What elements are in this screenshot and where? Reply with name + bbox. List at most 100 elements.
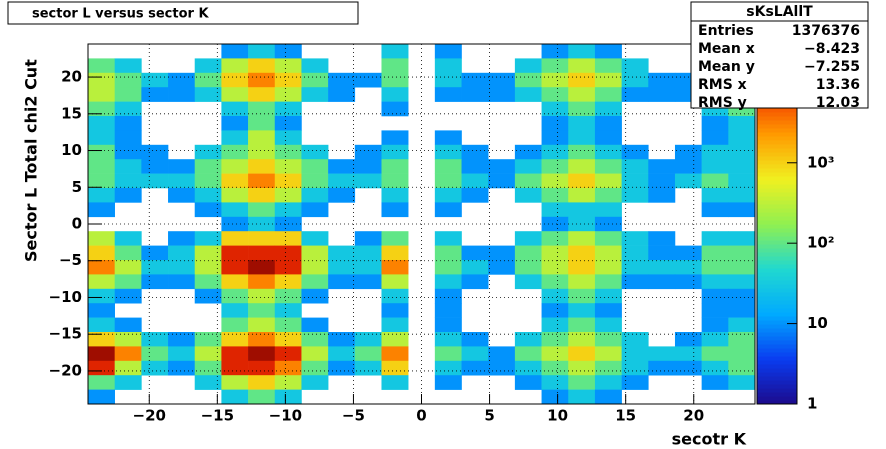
cell: [221, 375, 249, 390]
cell: [514, 159, 542, 174]
cell: [648, 260, 676, 275]
cell: [354, 159, 382, 174]
cell: [488, 188, 515, 203]
cell: [168, 260, 196, 275]
cell: [301, 303, 328, 318]
cell: [328, 260, 356, 275]
cell: [381, 130, 409, 146]
cell: [221, 332, 249, 347]
y-tick-label: −15: [49, 325, 82, 343]
cell: [274, 317, 302, 333]
cell: [301, 360, 329, 376]
cell: [88, 58, 115, 74]
cell: [728, 260, 756, 275]
cell: [728, 202, 756, 218]
x-tick-label: 0: [416, 407, 426, 425]
colorbar-segment: [757, 244, 797, 249]
cell: [728, 159, 756, 174]
cell: [541, 116, 569, 131]
cell: [274, 144, 302, 160]
colorbar-segment: [757, 312, 797, 317]
cell: [168, 87, 196, 102]
cell: [115, 390, 142, 405]
cell: [728, 144, 756, 160]
colorbar-segment: [757, 376, 797, 381]
cell: [194, 87, 222, 102]
cell: [354, 231, 382, 246]
cell: [194, 72, 222, 88]
cell: [301, 44, 328, 59]
cell: [274, 231, 302, 246]
cell: [462, 390, 489, 405]
cell: [621, 245, 649, 261]
cell: [168, 346, 196, 362]
cell: [568, 375, 596, 390]
cell: [221, 144, 249, 160]
stats-title: sKsLAllT: [746, 4, 813, 20]
cell: [328, 116, 355, 131]
cell: [728, 173, 756, 189]
stats-value: 12.03: [816, 95, 860, 111]
cell: [461, 87, 489, 102]
cell: [541, 216, 569, 232]
cell: [568, 44, 596, 59]
colorbar-segment: [757, 188, 797, 193]
cell: [461, 260, 489, 275]
cell: [114, 116, 142, 131]
cell: [248, 188, 276, 203]
cell: [594, 116, 622, 131]
z-tick-label: 10²: [807, 234, 834, 252]
cell: [541, 375, 569, 390]
cell: [168, 145, 195, 160]
colorbar-segment: [757, 388, 797, 393]
cell: [648, 145, 675, 160]
cell: [674, 159, 702, 174]
cell: [194, 173, 222, 189]
colorbar-segment: [757, 228, 797, 233]
cell: [434, 202, 462, 218]
colorbar-segment: [757, 396, 797, 401]
y-tick-label: 0: [72, 215, 82, 233]
colorbar-segment: [757, 168, 797, 173]
colorbar-segment: [757, 328, 797, 333]
colorbar-segment: [757, 284, 797, 289]
cell: [381, 260, 409, 275]
cell: [301, 188, 329, 203]
cell: [701, 130, 729, 146]
cell: [115, 202, 142, 217]
cell: [354, 173, 382, 189]
cell: [221, 303, 249, 318]
cell: [88, 159, 115, 174]
colorbar-segment: [757, 304, 797, 309]
cell: [648, 44, 675, 59]
cell: [88, 130, 115, 146]
cell: [621, 274, 649, 290]
cell: [594, 303, 622, 318]
cell: [88, 116, 115, 131]
cell: [274, 375, 302, 390]
cell: [514, 231, 542, 246]
cell: [594, 72, 622, 88]
cell: [301, 317, 329, 333]
cell: [381, 173, 409, 189]
cell: [648, 116, 675, 131]
cell: [248, 159, 276, 174]
cell: [462, 58, 489, 73]
cell: [674, 260, 702, 275]
colorbar-segment: [757, 108, 797, 113]
cell: [648, 375, 675, 390]
cell: [88, 303, 115, 318]
cell: [381, 72, 409, 88]
cell: [168, 173, 196, 189]
cell: [728, 375, 756, 390]
cell: [462, 231, 489, 246]
cell: [434, 332, 462, 347]
cell: [168, 318, 195, 333]
cell: [274, 245, 302, 261]
cell: [674, 173, 702, 189]
cell: [274, 173, 302, 189]
cell: [328, 159, 356, 174]
cell: [541, 346, 569, 362]
cell: [381, 58, 409, 74]
cell: [434, 231, 462, 246]
